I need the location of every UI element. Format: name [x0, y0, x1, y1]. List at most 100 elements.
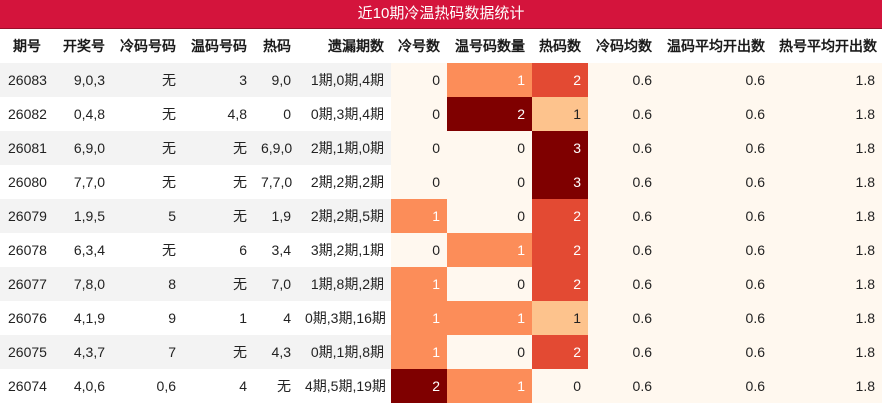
cold-numbers-cell: 无 [112, 97, 183, 131]
header-hot-numbers: 热码 [263, 38, 291, 54]
hot-average-cell: 1.8 [772, 199, 882, 233]
cold-average-cell: 0.6 [588, 369, 659, 403]
cold-count-cell: 1 [391, 335, 447, 369]
header-period: 期号 [13, 38, 41, 54]
cold-numbers-cell: 无 [112, 63, 183, 97]
missing-periods-cell: 1期,8期,2期 [298, 267, 391, 301]
hot-numbers-cell: 0 [254, 97, 298, 131]
cold-average-cell: 0.6 [588, 233, 659, 267]
hot-numbers-cell: 7,7,0 [254, 165, 298, 199]
cold-numbers-cell: 0,6 [112, 369, 183, 403]
hot-count-cell: 2 [532, 233, 588, 267]
warm-numbers-cell: 4,8 [183, 97, 254, 131]
warm-numbers-cell: 无 [183, 131, 254, 165]
warm-numbers-cell: 无 [183, 267, 254, 301]
draw-number-cell: 0,4,8 [54, 97, 112, 131]
header-cold-count: 冷号数 [398, 38, 440, 54]
hot-count-cell: 1 [532, 97, 588, 131]
hot-count-cell: 3 [532, 131, 588, 165]
cold-count-cell: 0 [391, 165, 447, 199]
period-cell: 26083 [0, 63, 54, 97]
warm-average-cell: 0.6 [659, 165, 772, 199]
hot-count-cell: 2 [532, 199, 588, 233]
table-row: 26083 9,0,3 无 3 9,0 1期,0期,4期 0 1 2 0.6 0.6 1.8 [0, 63, 882, 97]
hot-numbers-cell: 3,4 [254, 233, 298, 267]
warm-average-cell: 0.6 [659, 335, 772, 369]
hot-average-cell: 1.8 [772, 233, 882, 267]
period-cell: 26075 [0, 335, 54, 369]
cold-count-cell: 0 [391, 63, 447, 97]
missing-periods-cell: 1期,0期,4期 [298, 63, 391, 97]
warm-average-cell: 0.6 [659, 199, 772, 233]
warm-average-cell: 0.6 [659, 233, 772, 267]
hot-average-cell: 1.8 [772, 267, 882, 301]
hot-count-cell: 1 [532, 301, 588, 335]
cold-count-cell: 1 [391, 301, 447, 335]
missing-periods-cell: 0期,3期,16期 [298, 301, 391, 335]
warm-count-cell: 0 [447, 131, 532, 165]
cold-average-cell: 0.6 [588, 199, 659, 233]
cold-count-cell: 0 [391, 131, 447, 165]
period-cell: 26074 [0, 369, 54, 403]
period-cell: 26077 [0, 267, 54, 301]
warm-numbers-cell: 4 [183, 369, 254, 403]
warm-count-cell: 0 [447, 335, 532, 369]
hot-count-cell: 2 [532, 63, 588, 97]
table-row: 26078 6,3,4 无 6 3,4 3期,2期,1期 0 1 2 0.6 0.6 1.8 [0, 233, 882, 267]
warm-average-cell: 0.6 [659, 131, 772, 165]
header-cold-numbers: 冷码号码 [120, 38, 176, 54]
cold-average-cell: 0.6 [588, 165, 659, 199]
hot-average-cell: 1.8 [772, 369, 882, 403]
header-hot-average: 热号平均开出数 [779, 38, 877, 54]
table-row: 26076 4,1,9 9 1 4 0期,3期,16期 1 1 1 0.6 0.6 1.8 [0, 301, 882, 335]
hot-average-cell: 1.8 [772, 97, 882, 131]
period-cell: 26082 [0, 97, 54, 131]
cold-numbers-cell: 无 [112, 131, 183, 165]
hot-count-cell: 2 [532, 267, 588, 301]
header-warm-average: 温码平均开出数 [667, 38, 765, 54]
missing-periods-cell: 0期,3期,4期 [298, 97, 391, 131]
cold-count-cell: 2 [391, 369, 447, 403]
warm-count-cell: 0 [447, 267, 532, 301]
table-row: 26075 4,3,7 7 无 4,3 0期,1期,8期 1 0 2 0.6 0.6 1.8 [0, 335, 882, 369]
cold-average-cell: 0.6 [588, 301, 659, 335]
hot-numbers-cell: 4 [254, 301, 298, 335]
table-row: 26074 4,0,6 0,6 4 无 4期,5期,19期 2 1 0 0.6 0.6 1.8 [0, 369, 882, 403]
header-draw-number: 开奖号 [63, 38, 105, 54]
cold-average-cell: 0.6 [588, 131, 659, 165]
cold-count-cell: 0 [391, 97, 447, 131]
cold-average-cell: 0.6 [588, 97, 659, 131]
period-cell: 26080 [0, 165, 54, 199]
table-row: 26081 6,9,0 无无 6,9,0 2期,1期,0期 0 0 3 0.6 0.6 1.8 [0, 131, 882, 165]
table-title: 近10期冷温热码数据统计 [0, 0, 882, 29]
table-row: 26082 0,4,8 无 4,8 0 0期,3期,4期 0 2 1 0.6 0.6 1.8 [0, 97, 882, 131]
draw-number-cell: 6,3,4 [54, 233, 112, 267]
hot-numbers-cell: 1,9 [254, 199, 298, 233]
missing-periods-cell: 2期,2期,2期 [298, 165, 391, 199]
missing-periods-cell: 0期,1期,8期 [298, 335, 391, 369]
draw-number-cell: 4,1,9 [54, 301, 112, 335]
warm-numbers-cell: 3 [183, 63, 254, 97]
stats-table: 期号 开奖号 冷码号码 温码号码 热码 遗漏期数 冷号数 温号码数量 热码数 冷… [0, 29, 882, 403]
missing-periods-cell: 4期,5期,19期 [298, 369, 391, 403]
cold-numbers-cell: 8 [112, 267, 183, 301]
warm-numbers-cell: 无 [183, 199, 254, 233]
hot-count-cell: 0 [532, 369, 588, 403]
missing-periods-cell: 3期,2期,1期 [298, 233, 391, 267]
hot-average-cell: 1.8 [772, 131, 882, 165]
header-warm-count: 温号码数量 [455, 38, 525, 54]
hot-average-cell: 1.8 [772, 301, 882, 335]
table-body: 26083 9,0,3 无 3 9,0 1期,0期,4期 0 1 2 0.6 0.6 1.8 26082… [0, 63, 882, 403]
warm-count-cell: 1 [447, 369, 532, 403]
missing-periods-cell: 2期,2期,5期 [298, 199, 391, 233]
cold-numbers-cell: 7 [112, 335, 183, 369]
header-hot-count: 热码数 [539, 38, 581, 54]
hot-average-cell: 1.8 [772, 335, 882, 369]
header-warm-numbers: 温码号码 [191, 38, 247, 54]
warm-count-cell: 1 [447, 301, 532, 335]
cold-numbers-cell: 5 [112, 199, 183, 233]
header-cold-average: 冷码均数 [596, 38, 652, 54]
period-cell: 26079 [0, 199, 54, 233]
draw-number-cell: 4,0,6 [54, 369, 112, 403]
cold-average-cell: 0.6 [588, 267, 659, 301]
